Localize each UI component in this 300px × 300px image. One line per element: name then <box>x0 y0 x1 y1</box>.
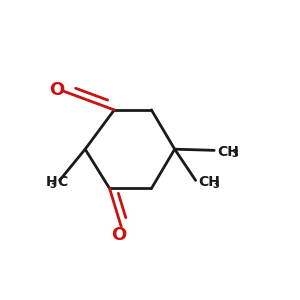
Text: O: O <box>111 226 126 244</box>
Text: 3: 3 <box>50 180 56 190</box>
Text: O: O <box>49 81 64 99</box>
Text: C: C <box>57 175 68 189</box>
Text: 3: 3 <box>232 149 238 159</box>
Text: CH: CH <box>217 145 239 158</box>
Text: H: H <box>46 175 57 189</box>
Text: CH: CH <box>198 175 220 189</box>
Text: 3: 3 <box>213 180 220 190</box>
